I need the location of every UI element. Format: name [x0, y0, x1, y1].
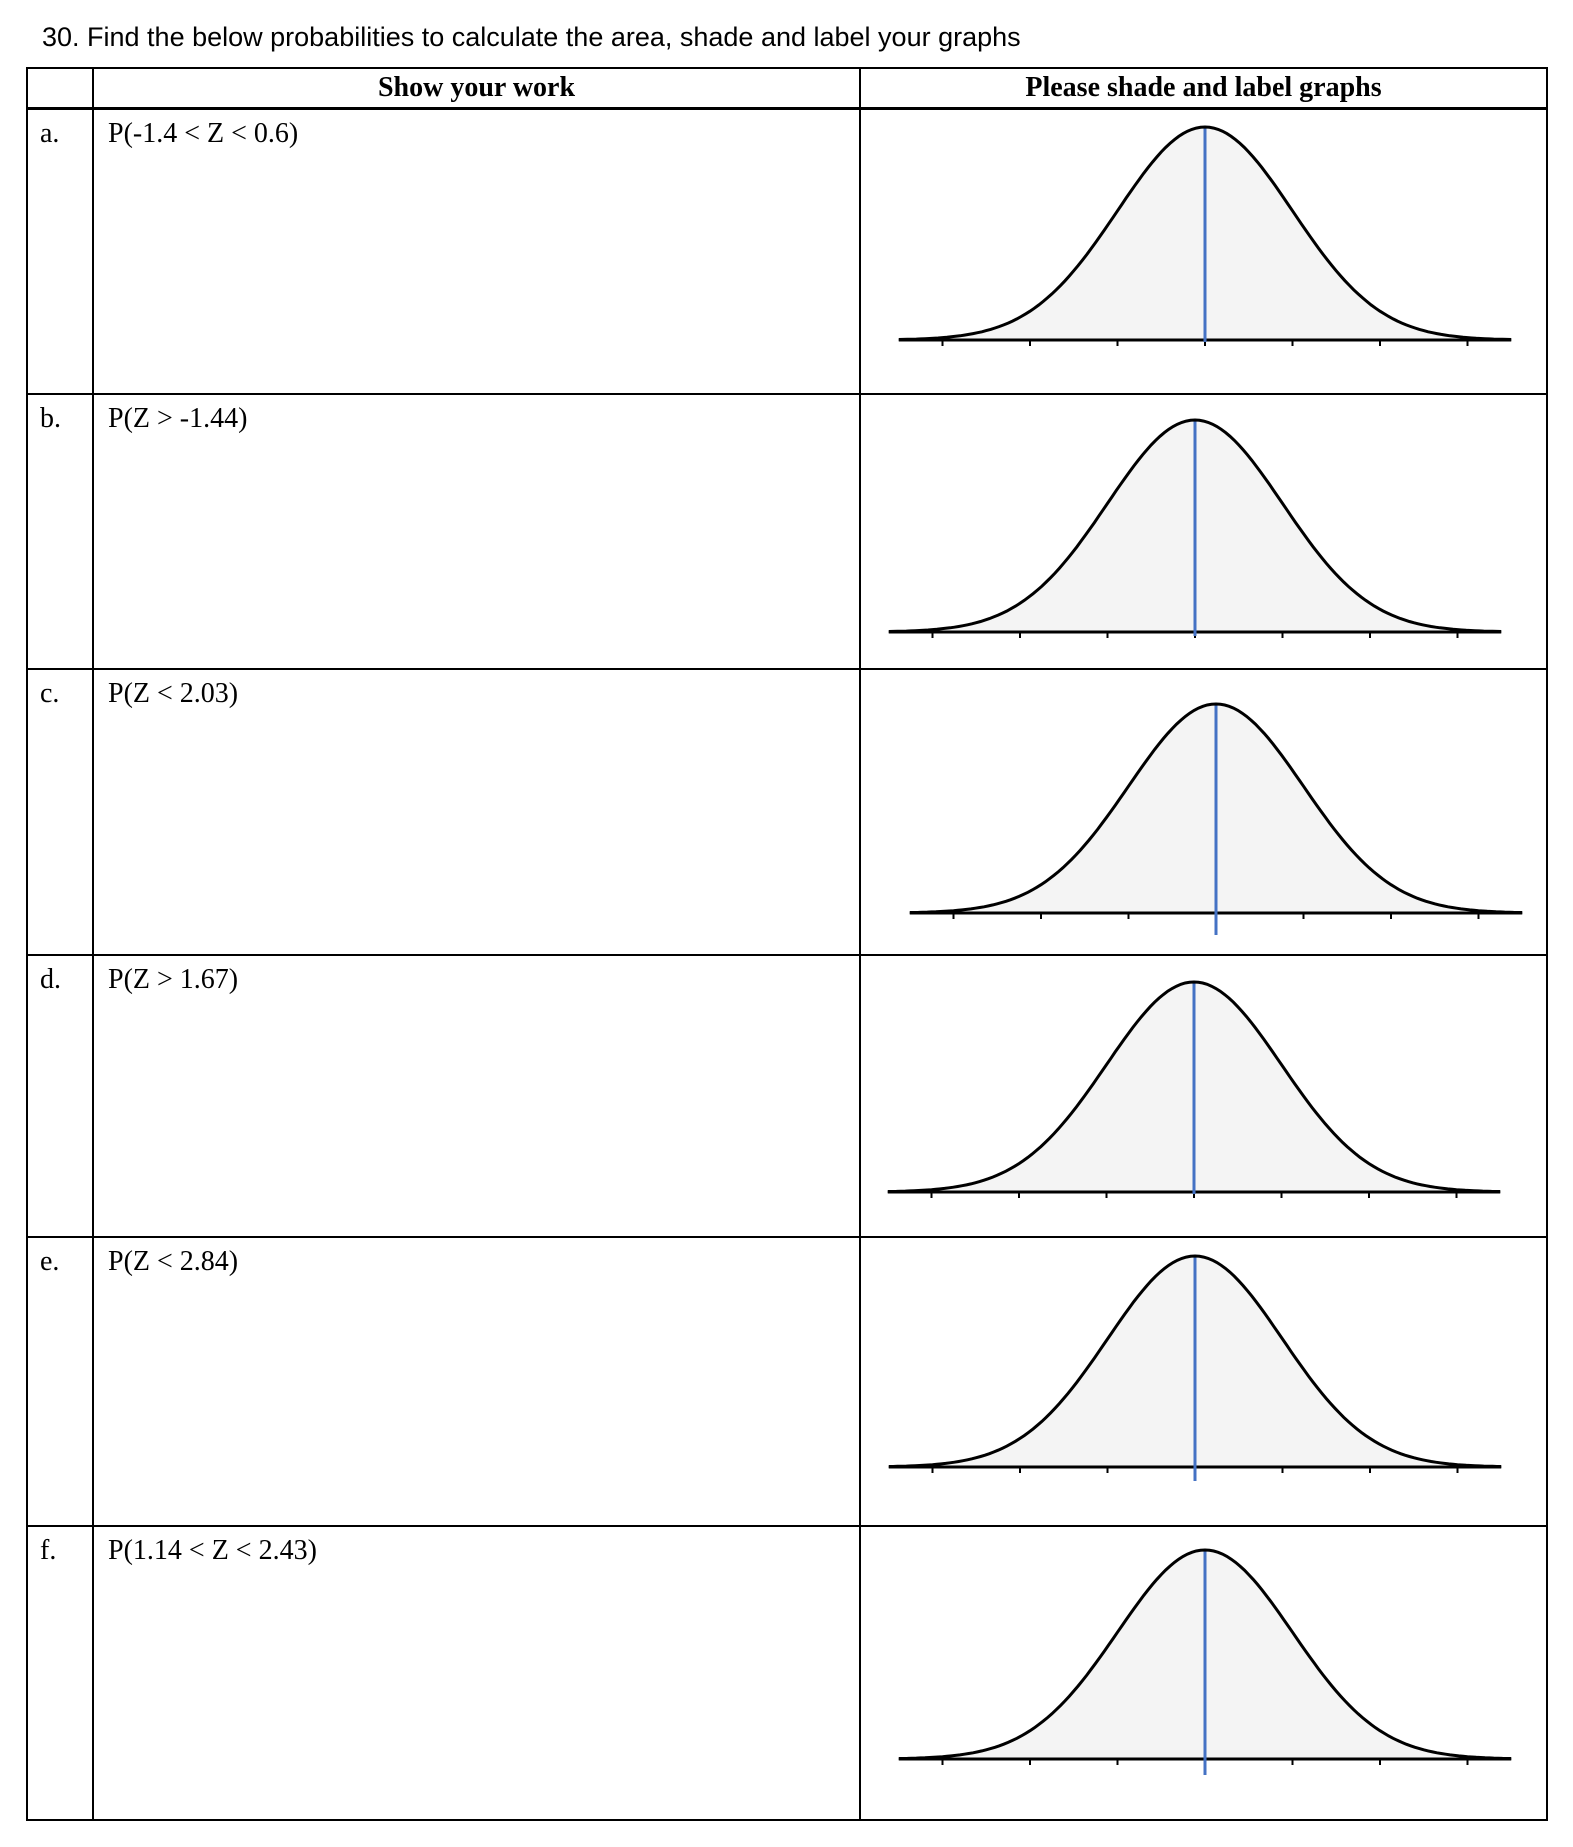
table-row: e. P(Z < 2.84) [26, 1235, 1548, 1527]
row-label: b. [26, 392, 94, 670]
graph-cell[interactable] [859, 392, 1548, 670]
table-row: a. P(-1.4 < Z < 0.6) [26, 107, 1548, 395]
worksheet-table: Show your work Please shade and label gr… [26, 67, 1548, 1821]
work-cell[interactable]: P(Z < 2.84) [92, 1235, 861, 1527]
graph-cell[interactable] [859, 1524, 1548, 1821]
graph-cell[interactable] [859, 667, 1548, 956]
work-cell[interactable]: P(1.14 < Z < 2.43) [92, 1524, 861, 1821]
row-label: d. [26, 953, 94, 1238]
header-label [26, 67, 94, 110]
row-label: f. [26, 1524, 94, 1821]
work-cell[interactable]: P(-1.4 < Z < 0.6) [92, 107, 861, 395]
table-row: c. P(Z < 2.03) [26, 667, 1548, 956]
graph-cell[interactable] [859, 1235, 1548, 1527]
row-label: a. [26, 107, 94, 395]
table-row: d. P(Z > 1.67) [26, 953, 1548, 1238]
work-cell[interactable]: P(Z > -1.44) [92, 392, 861, 670]
question-title: 30. Find the below probabilities to calc… [42, 22, 1021, 52]
header-graphs: Please shade and label graphs [859, 67, 1548, 110]
graph-cell[interactable] [859, 953, 1548, 1238]
table-row: f. P(1.14 < Z < 2.43) [26, 1524, 1548, 1821]
table-row: b. P(Z > -1.44) [26, 392, 1548, 670]
row-label: c. [26, 667, 94, 956]
row-label: e. [26, 1235, 94, 1527]
work-cell[interactable]: P(Z < 2.03) [92, 667, 861, 956]
header-work: Show your work [92, 67, 861, 110]
graph-cell[interactable] [859, 107, 1548, 395]
header-row: Show your work Please shade and label gr… [26, 67, 1548, 110]
work-cell[interactable]: P(Z > 1.67) [92, 953, 861, 1238]
